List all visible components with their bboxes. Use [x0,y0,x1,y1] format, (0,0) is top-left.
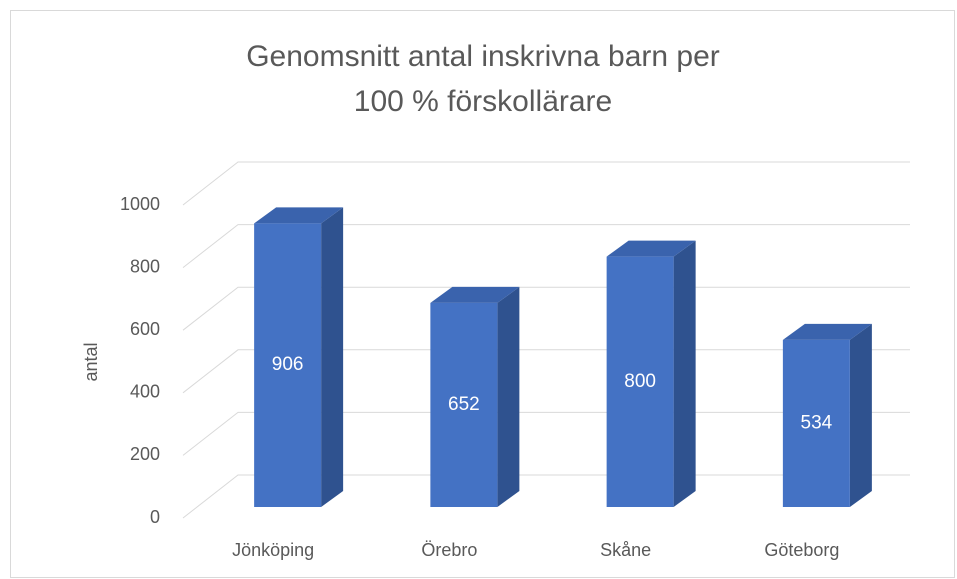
y-tick-label: 0 [150,507,160,527]
bar-top [606,240,696,257]
x-tick-label: Örebro [421,540,477,560]
bar-top [782,323,872,340]
x-tick-label: Skåne [600,540,651,560]
data-label: 800 [624,371,656,392]
grid-line [182,161,910,206]
bar-front [606,256,674,507]
y-tick-label: 600 [130,319,160,339]
x-tick-label: Göteborg [764,540,839,560]
y-tick-label: 400 [130,382,160,402]
data-label: 652 [448,394,480,415]
x-tick-label: Jönköping [232,540,314,560]
bar [430,286,520,507]
y-tick-label: 1000 [120,194,160,214]
bar [254,207,344,507]
bar-top [254,207,344,224]
bar-side [673,240,696,507]
data-label: 534 [801,412,833,433]
y-tick-label: 800 [130,256,160,276]
bar-side [321,207,344,507]
chart-title: 100 % förskollärare [354,85,612,118]
bar-side [849,323,872,507]
bar [606,240,696,507]
bar-front [254,223,322,507]
y-axis-label: antal [81,342,101,381]
bar-side [497,286,520,507]
bar-top [430,286,520,303]
grid-line [182,224,910,268]
chart-title: Genomsnitt antal inskrivna barn per [246,40,720,73]
data-label: 906 [272,354,304,375]
y-tick-label: 200 [130,444,160,464]
bar-front [782,339,850,507]
bar-front [430,302,498,507]
bar [782,323,872,507]
